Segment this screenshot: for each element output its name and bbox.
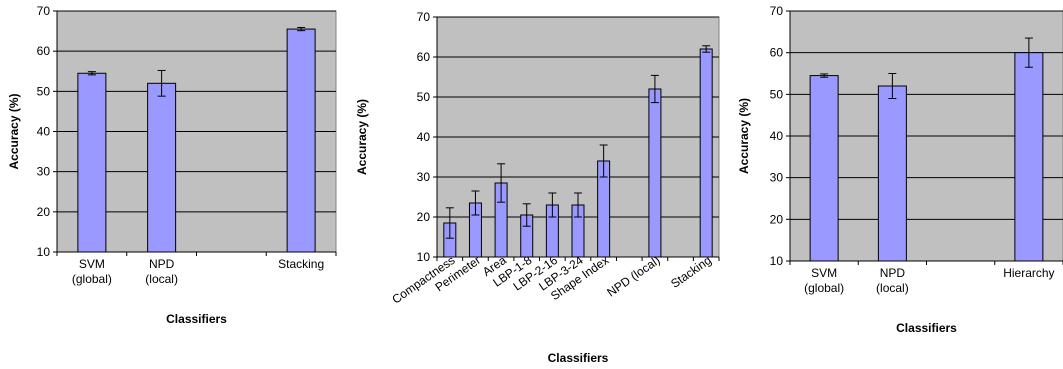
x-axis-title: Classifiers: [166, 312, 227, 326]
y-tick-label: 30: [37, 165, 51, 179]
y-tick-label: 60: [770, 46, 784, 60]
y-tick-label: 20: [417, 210, 431, 224]
bar: [809, 75, 839, 262]
y-tick-label: 40: [770, 129, 784, 143]
chart-1: 10 20 30 40 50 60 70 SVM (global) NPD (local) Stack…: [7, 4, 337, 326]
y-axis-title: Accuracy (%): [737, 98, 751, 174]
x-axis-title: Classifiers: [896, 321, 957, 335]
chart-3: 10 20 30 40 50 60 70 SVM (global) NPD (local) Hiera…: [737, 4, 1063, 335]
x-tick-label: SVM (global): [72, 257, 112, 286]
x-tick-label: NPD (local): [876, 266, 909, 295]
y-tick-label: 30: [770, 171, 784, 185]
y-tick-label: 70: [417, 10, 431, 24]
y-axis-title: Accuracy (%): [7, 93, 21, 169]
x-tick-label: NPD (local): [145, 257, 178, 286]
x-tick-label: SVM (global): [804, 266, 844, 295]
bar: [77, 72, 107, 253]
y-tick-label: 70: [37, 4, 51, 18]
bar: [648, 88, 662, 258]
x-axis-title: Classifiers: [548, 351, 609, 365]
y-tick-label: 50: [417, 90, 431, 104]
chart-2: 10203040506070CompactnessPerimeterAreaLB…: [355, 10, 720, 365]
bar: [286, 28, 316, 253]
x-tick-label: Stacking: [278, 257, 324, 271]
y-tick-label: 60: [37, 44, 51, 58]
y-tick-label: 20: [37, 205, 51, 219]
y-axis-title: Accuracy (%): [355, 99, 369, 175]
y-tick-label: 60: [417, 50, 431, 64]
bar: [699, 48, 713, 258]
bar: [147, 82, 177, 253]
y-tick-label: 40: [37, 125, 51, 139]
y-tick-label: 70: [770, 4, 784, 18]
bar: [877, 85, 907, 262]
bar: [1014, 52, 1044, 262]
y-tick-label: 30: [417, 170, 431, 184]
x-tick-label: Hierarchy: [1003, 266, 1054, 280]
y-tick-label: 10: [770, 254, 784, 268]
y-tick-label: 10: [417, 250, 431, 264]
y-tick-label: 50: [770, 87, 784, 101]
y-tick-label: 50: [37, 84, 51, 98]
x-tick-label: Stacking: [668, 253, 714, 291]
x-tick-label: NPD (local): [604, 253, 662, 300]
y-tick-label: 20: [770, 212, 784, 226]
y-tick-label: 10: [37, 245, 51, 259]
y-tick-label: 40: [417, 130, 431, 144]
